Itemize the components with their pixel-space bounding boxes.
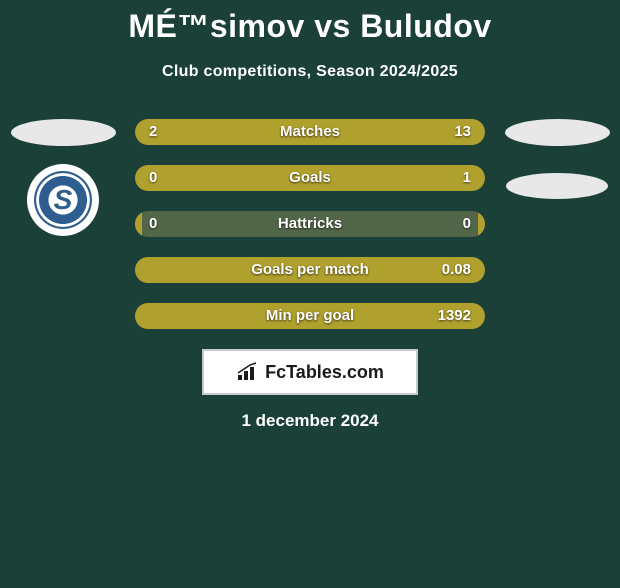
- stat-value-right: 1: [463, 165, 471, 191]
- stat-label: Matches: [135, 119, 485, 145]
- right-player-badges: [502, 119, 612, 199]
- page-title: MÉ™simov vs Buludov: [0, 8, 620, 45]
- stat-label: Goals: [135, 165, 485, 191]
- left-player-badges: S: [8, 119, 118, 236]
- player-photo-placeholder: [11, 119, 116, 146]
- date-label: 1 december 2024: [0, 411, 620, 431]
- comparison-widget: MÉ™simov vs Buludov Club competitions, S…: [0, 8, 620, 431]
- stat-row-goals: Goals0 1: [135, 165, 485, 191]
- stat-value-right: 13: [454, 119, 471, 145]
- club-logo-placeholder-right: [506, 173, 608, 199]
- promo-banner[interactable]: FcTables.com: [202, 349, 418, 395]
- stat-row-goals-per-match: Goals per match0.08: [135, 257, 485, 283]
- chart-icon: [236, 362, 260, 382]
- stat-value-left: 0: [149, 165, 157, 191]
- stat-value-right: 0.08: [442, 257, 471, 283]
- subtitle: Club competitions, Season 2024/2025: [0, 63, 620, 81]
- stat-row-hattricks: Hattricks0 0: [135, 211, 485, 237]
- stat-value-right: 0: [463, 211, 471, 237]
- stats-area: S Matches213Goals01Hattricks00Goals per …: [0, 119, 620, 431]
- promo-label: FcTables.com: [265, 362, 384, 383]
- stat-value-right: 1392: [438, 303, 471, 329]
- player-photo-placeholder: [505, 119, 610, 146]
- stat-value-left: 0: [149, 211, 157, 237]
- stat-row-min-per-goal: Min per goal1392: [135, 303, 485, 329]
- stat-value-left: 2: [149, 119, 157, 145]
- stat-bars: Matches213Goals01Hattricks00Goals per ma…: [135, 119, 485, 329]
- stat-label: Hattricks: [135, 211, 485, 237]
- stat-row-matches: Matches2 13: [135, 119, 485, 145]
- stat-label: Goals per match: [135, 257, 485, 283]
- stat-label: Min per goal: [135, 303, 485, 329]
- club-logo-letter: S: [54, 184, 73, 216]
- club-logo-left: S: [27, 164, 99, 236]
